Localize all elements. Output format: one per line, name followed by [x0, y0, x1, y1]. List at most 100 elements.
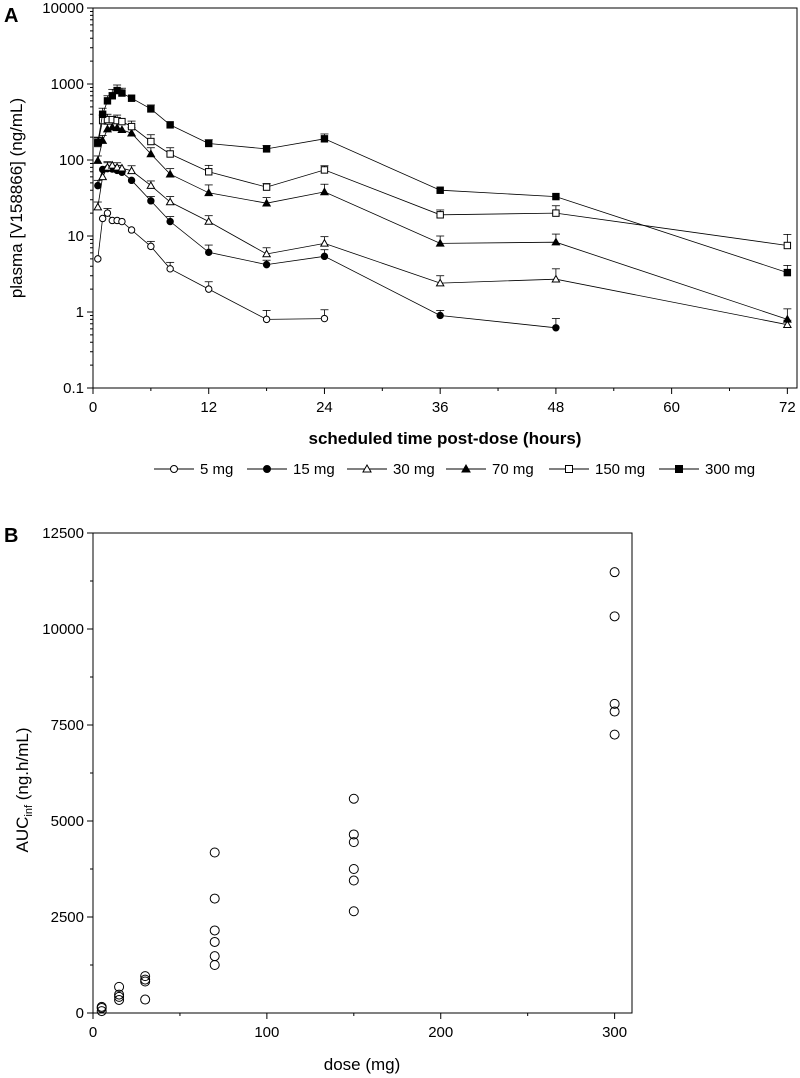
- data-point-5-mg: [127, 226, 136, 234]
- data-point-300-mg: [436, 186, 444, 194]
- panel-a: A 0 12 24 36 48 60 72 0.1 1 10 100 1000 10000 plasma…: [4, 0, 798, 478]
- data-point-70-mg: [112, 123, 122, 132]
- panel-b-axes: 0 100 200 300 0 2500 5000 7500 10000 12500: [42, 525, 633, 1041]
- data-point-150-mg: [436, 211, 444, 219]
- data-point-15-mg: [127, 176, 136, 185]
- series-line-150-mg: [97, 119, 788, 246]
- panel-a-frame: [92, 7, 798, 389]
- scatter-point: [96, 1001, 107, 1012]
- scatter-point: [209, 847, 220, 858]
- panel-a-y-tick-label: 1: [76, 304, 84, 321]
- data-point-150-mg: [320, 166, 329, 174]
- data-point-5-mg: [103, 209, 112, 217]
- panel-a-x-tick-label: 0: [89, 399, 97, 416]
- panel-b-x-tick-label: 0: [89, 1024, 97, 1041]
- panel-a-y-tick-label: 10000: [42, 0, 84, 17]
- panel-letter-b: B: [4, 525, 18, 547]
- legend-item-30-mg: 30 mg: [347, 461, 435, 478]
- data-point-15-mg: [166, 217, 174, 226]
- panel-b-x-tick-label: 300: [602, 1024, 627, 1041]
- data-point-15-mg: [147, 197, 155, 205]
- scatter-point: [209, 925, 220, 936]
- data-point-30-mg: [551, 274, 561, 283]
- data-point-30-mg: [435, 278, 445, 287]
- data-point-70-mg: [319, 187, 329, 196]
- scatter-point: [140, 974, 151, 985]
- scatter-point: [348, 793, 359, 804]
- scatter-point: [114, 994, 125, 1005]
- scatter-point: [348, 829, 359, 840]
- panel-a-x-tick-label: 72: [779, 399, 796, 416]
- data-point-30-mg: [107, 160, 117, 169]
- panel-b-y-tick-label: 5000: [51, 813, 84, 830]
- panel-a-x-tick-label: 24: [316, 399, 333, 416]
- panel-a-legend: 5 mg 15 mg 30 mg 70 mg 150 mg 300 mg: [154, 461, 755, 478]
- scatter-point: [140, 994, 151, 1005]
- scatter-point: [348, 906, 359, 917]
- panel-a-x-tick-label: 48: [548, 399, 565, 416]
- data-point-30-mg: [319, 238, 329, 247]
- data-point-30-mg: [782, 320, 792, 328]
- data-point-5-mg: [98, 214, 107, 223]
- scatter-point: [609, 729, 620, 740]
- panel-b-x-tick-label: 200: [428, 1024, 453, 1041]
- legend-label: 30 mg: [393, 461, 435, 478]
- scatter-point: [209, 936, 220, 947]
- panel-letter-a: A: [4, 5, 18, 27]
- data-point-70-mg: [117, 125, 127, 134]
- scatter-point: [209, 960, 220, 970]
- scatter-point: [609, 567, 620, 578]
- scatter-point: [348, 875, 359, 886]
- panel-a-x-tick-label: 36: [432, 399, 449, 416]
- data-point-300-mg: [166, 121, 174, 129]
- panel-a-y-tick-label: 1000: [51, 76, 84, 93]
- legend-item-150-mg: 150 mg: [549, 461, 645, 478]
- data-point-300-mg: [94, 138, 102, 147]
- data-point-30-mg: [112, 162, 122, 171]
- data-point-150-mg: [118, 117, 126, 126]
- data-point-5-mg: [166, 265, 174, 273]
- data-point-150-mg: [166, 150, 174, 158]
- data-point-15-mg: [205, 248, 213, 257]
- panel-b-y-axis-title: AUCinf (ng.h/mL): [13, 727, 35, 852]
- panel-a-series: [93, 84, 792, 332]
- series-15-mg: [93, 162, 560, 332]
- legend-item-70-mg: 70 mg: [446, 461, 534, 478]
- data-point-300-mg: [98, 110, 107, 118]
- panel-b-y-tick-label: 0: [76, 1005, 84, 1022]
- panel-b: B 0 100 200 300 0 2500 5000 7500 10000 12500 AUCi…: [4, 525, 633, 1074]
- scatter-point: [140, 976, 151, 987]
- data-point-150-mg: [262, 183, 271, 191]
- scatter-point: [209, 893, 220, 904]
- scatter-point: [609, 698, 620, 709]
- series-line-70-mg: [97, 126, 788, 320]
- data-point-5-mg: [118, 217, 126, 226]
- scatter-point: [96, 1006, 107, 1017]
- panel-a-y-tick-label: 100: [59, 152, 84, 169]
- data-point-70-mg: [551, 237, 561, 246]
- legend-item-5-mg: 5 mg: [154, 461, 233, 478]
- data-point-300-mg: [108, 92, 116, 100]
- data-point-150-mg: [552, 209, 560, 217]
- panel-a-x-axis-title: scheduled time post-dose (hours): [309, 429, 582, 448]
- legend-item-300-mg: 300 mg: [659, 461, 755, 478]
- panel-b-x-axis-title: dose (mg): [324, 1055, 401, 1074]
- panel-a-y-axis-title: plasma [V158866] (ng/mL): [7, 98, 26, 298]
- legend-label: 150 mg: [595, 461, 645, 478]
- panel-b-y-tick-label: 7500: [51, 717, 84, 734]
- scatter-point: [140, 971, 151, 982]
- data-point-300-mg: [320, 135, 329, 143]
- panel-b-y-tick-label: 2500: [51, 909, 84, 926]
- scatter-point: [609, 706, 620, 717]
- data-point-300-mg: [118, 89, 126, 97]
- data-point-150-mg: [205, 168, 213, 176]
- data-point-70-mg: [146, 149, 156, 158]
- panel-b-y-axis-title-unit: (ng.h/mL): [13, 727, 32, 804]
- data-point-70-mg: [127, 128, 137, 137]
- series-5-mg: [94, 208, 329, 324]
- data-point-300-mg: [262, 145, 271, 153]
- series-150-mg: [93, 113, 792, 250]
- data-point-30-mg: [262, 249, 272, 258]
- panel-b-y-tick-label: 10000: [42, 621, 84, 638]
- data-point-150-mg: [127, 122, 136, 131]
